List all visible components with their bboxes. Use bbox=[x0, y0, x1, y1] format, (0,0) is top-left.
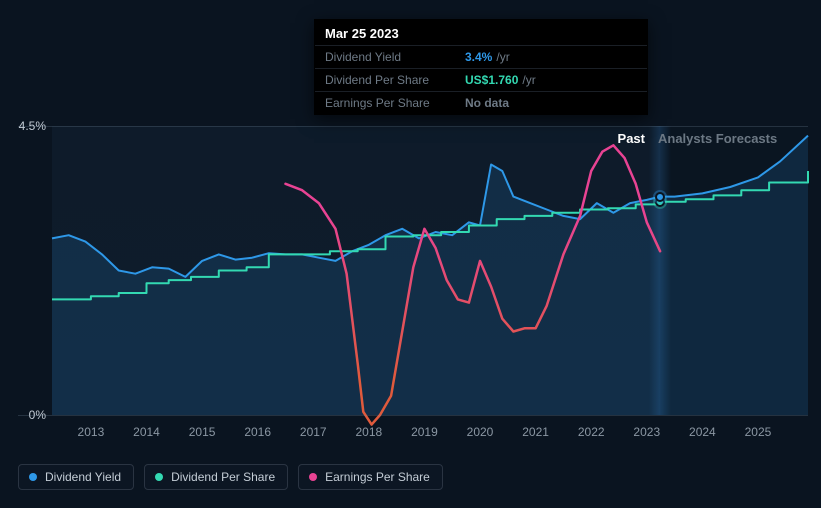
tooltip-row: Earnings Per ShareNo data bbox=[315, 91, 647, 114]
tooltip-row-value: No data bbox=[465, 96, 509, 110]
x-tick-label: 2018 bbox=[355, 425, 382, 439]
x-tick-label: 2023 bbox=[633, 425, 660, 439]
section-label-past: Past bbox=[618, 131, 645, 146]
legend-item[interactable]: Dividend Yield bbox=[18, 464, 134, 490]
legend-label: Dividend Per Share bbox=[171, 470, 275, 484]
tooltip-row-label: Earnings Per Share bbox=[325, 96, 465, 110]
hover-marker-yield bbox=[655, 192, 665, 202]
x-tick-label: 2019 bbox=[411, 425, 438, 439]
tooltip-date: Mar 25 2023 bbox=[315, 20, 647, 45]
tooltip-row-label: Dividend Per Share bbox=[325, 73, 465, 87]
legend-label: Earnings Per Share bbox=[325, 470, 430, 484]
x-tick-label: 2017 bbox=[300, 425, 327, 439]
plot-area[interactable] bbox=[52, 126, 808, 415]
x-tick-label: 2013 bbox=[78, 425, 105, 439]
legend-dot-icon bbox=[155, 473, 163, 481]
y-gridline bbox=[18, 126, 808, 127]
tooltip-row: Dividend Per ShareUS$1.760/yr bbox=[315, 68, 647, 91]
dividend-chart: 0%4.5% 201320142015201620172018201920202… bbox=[0, 0, 821, 508]
x-tick-label: 2025 bbox=[745, 425, 772, 439]
tooltip-row-value: US$1.760 bbox=[465, 73, 518, 87]
x-tick-label: 2015 bbox=[189, 425, 216, 439]
x-tick-label: 2024 bbox=[689, 425, 716, 439]
series-area-dividend-yield bbox=[52, 136, 808, 415]
x-tick-label: 2022 bbox=[578, 425, 605, 439]
x-tick-label: 2021 bbox=[522, 425, 549, 439]
legend-item[interactable]: Dividend Per Share bbox=[144, 464, 288, 490]
x-tick-label: 2020 bbox=[467, 425, 494, 439]
legend-label: Dividend Yield bbox=[45, 470, 121, 484]
y-gridline bbox=[18, 415, 808, 416]
chart-tooltip: Mar 25 2023 Dividend Yield3.4%/yrDividen… bbox=[314, 19, 648, 115]
tooltip-row-value: 3.4% bbox=[465, 50, 492, 64]
legend-item[interactable]: Earnings Per Share bbox=[298, 464, 443, 490]
x-tick-label: 2014 bbox=[133, 425, 160, 439]
chart-svg bbox=[52, 126, 808, 415]
tooltip-row-unit: /yr bbox=[496, 50, 509, 64]
tooltip-row-unit: /yr bbox=[522, 73, 535, 87]
legend: Dividend Yield Dividend Per Share Earnings… bbox=[18, 464, 443, 490]
section-label-forecast: Analysts Forecasts bbox=[658, 131, 777, 146]
tooltip-row-label: Dividend Yield bbox=[325, 50, 465, 64]
legend-dot-icon bbox=[29, 473, 37, 481]
x-tick-label: 2016 bbox=[244, 425, 271, 439]
tooltip-row: Dividend Yield3.4% /yr bbox=[315, 45, 647, 68]
legend-dot-icon bbox=[309, 473, 317, 481]
